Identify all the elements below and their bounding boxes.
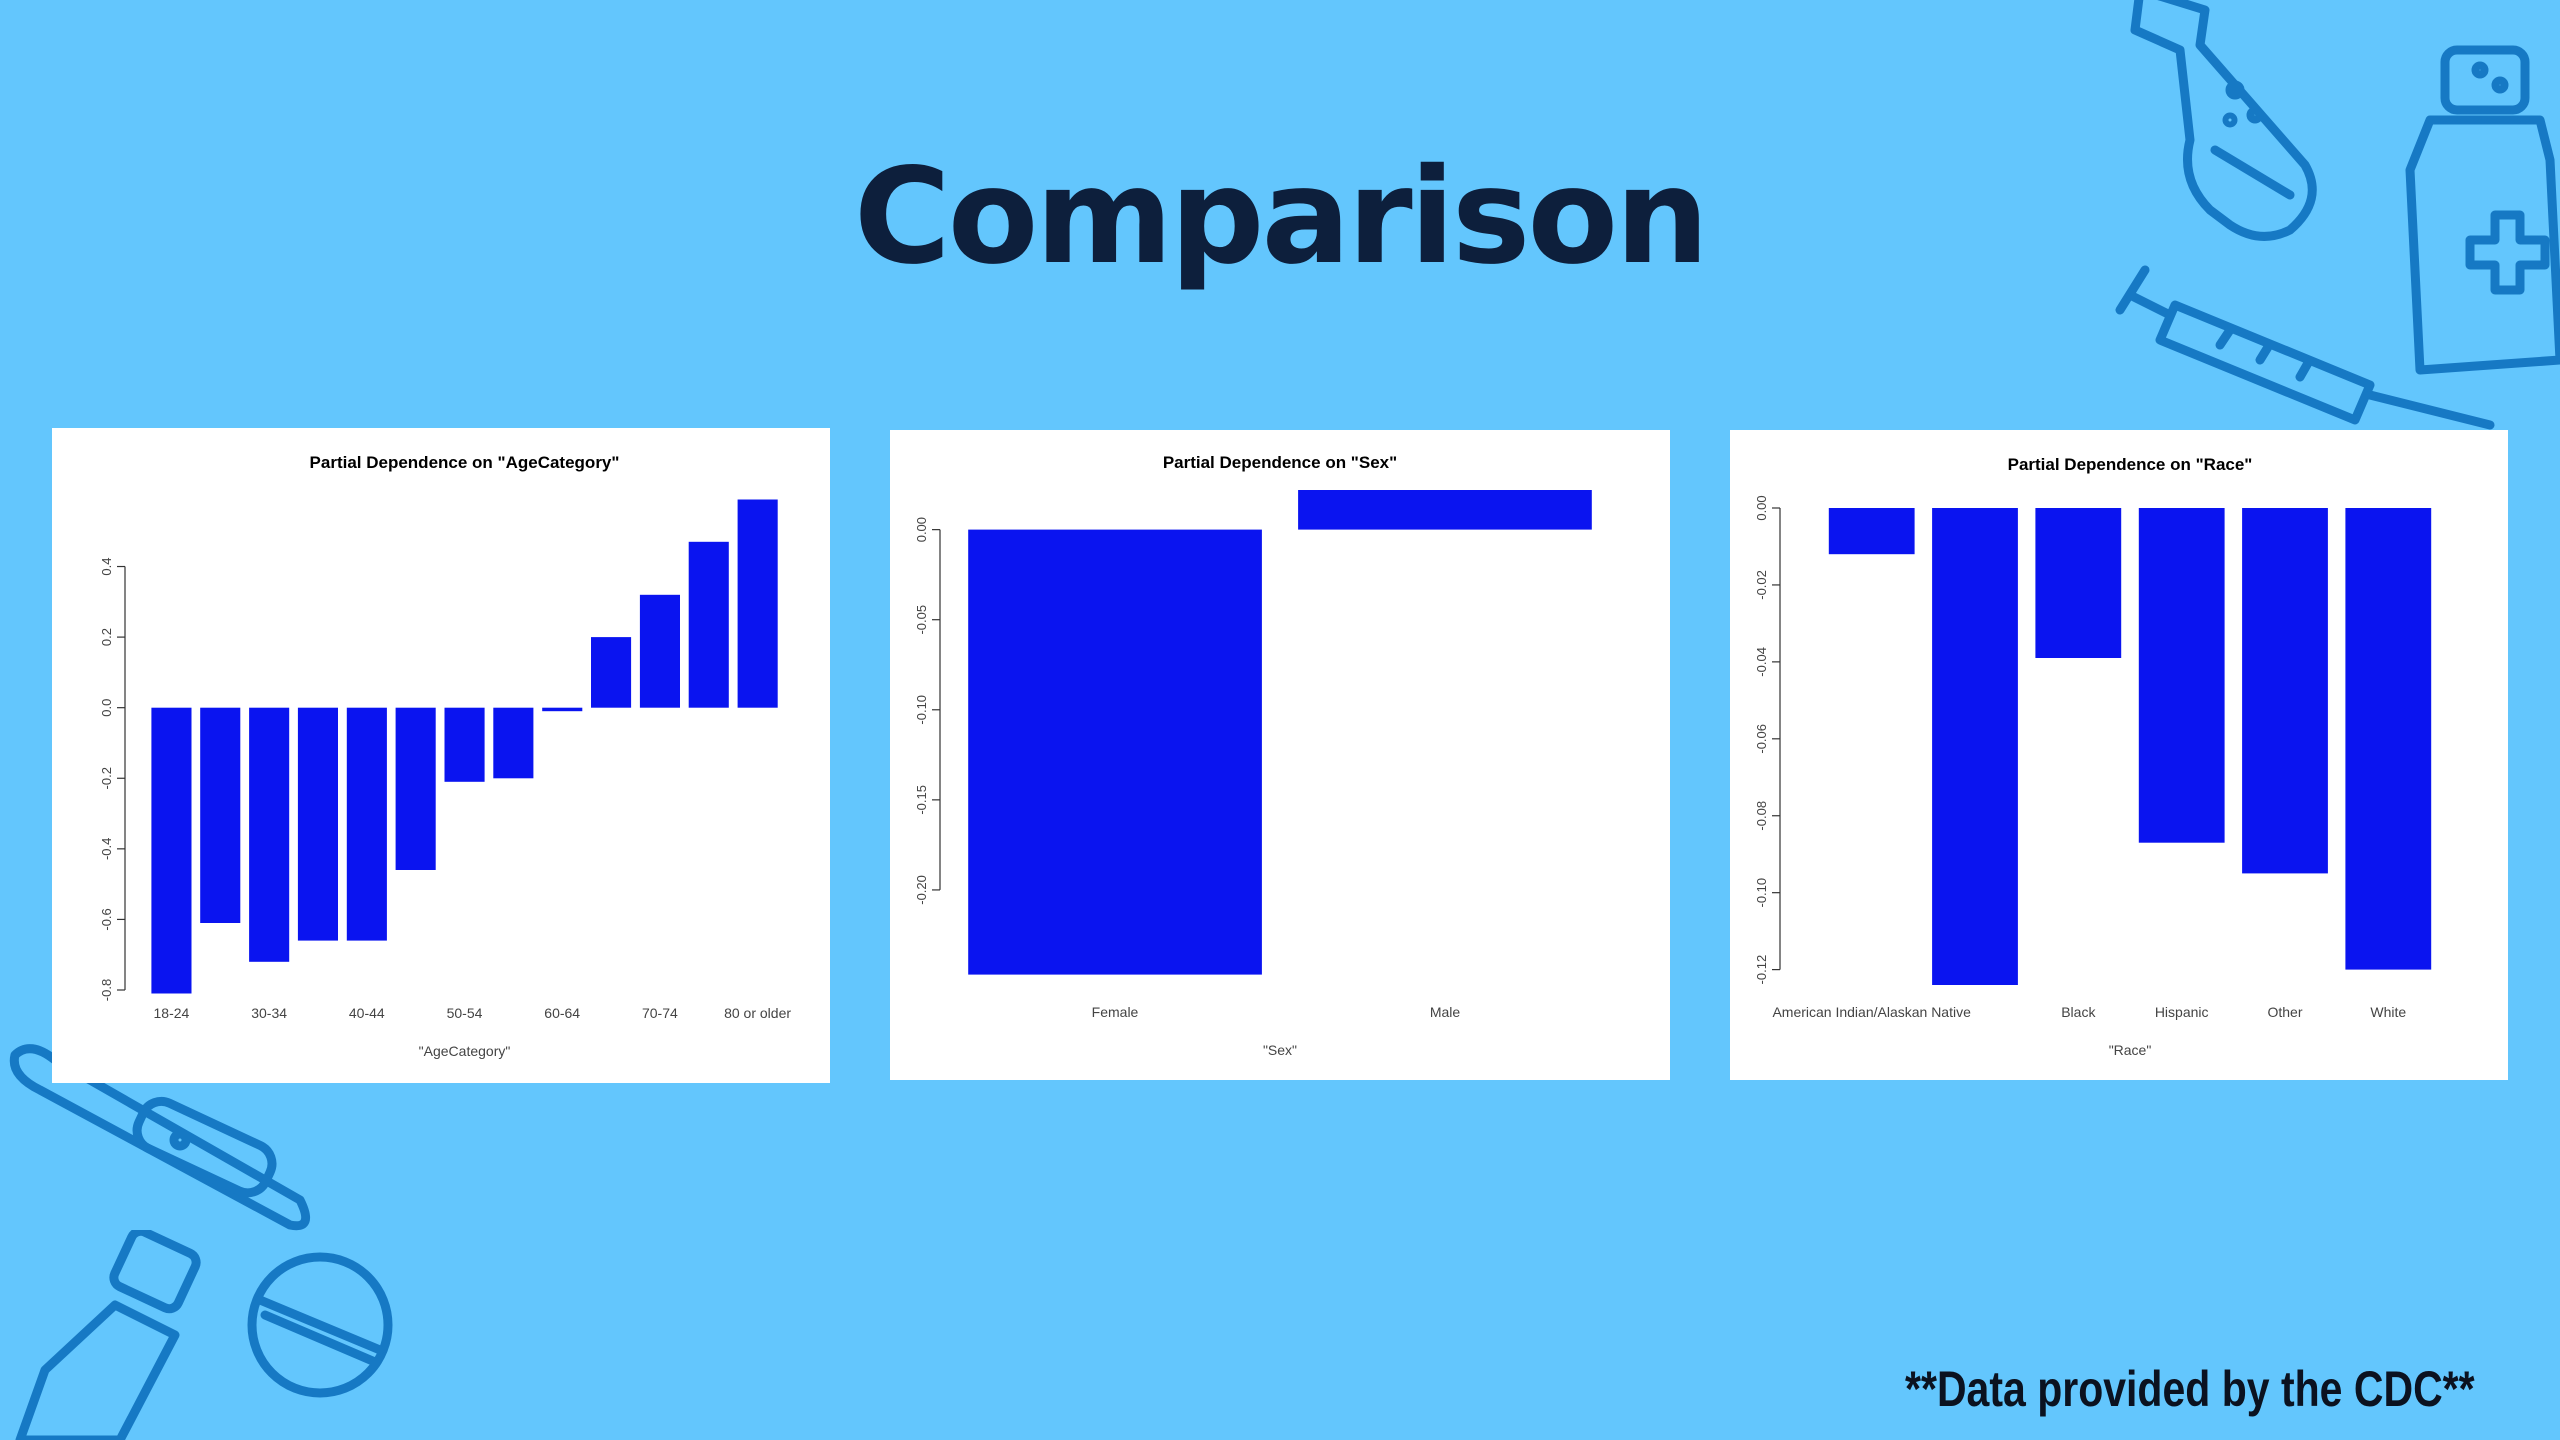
bar (2242, 508, 2328, 874)
bar (2035, 508, 2122, 658)
y-tick-label: 0.00 (1754, 495, 1769, 520)
bar (395, 707, 436, 870)
bar (2345, 508, 2432, 970)
age-chart: Partial Dependence on "AgeCategory" -0.8 -… (99, 453, 791, 1059)
y-tick-label: 0.4 (99, 557, 114, 575)
bar (737, 499, 778, 708)
bar (968, 529, 1262, 975)
x-axis-label: "Sex" (1263, 1042, 1297, 1058)
chart-title: Partial Dependence on "Sex" (1163, 453, 1397, 472)
bar (200, 707, 241, 923)
y-tick-label: 0.0 (99, 699, 114, 717)
y-tick-label: -0.06 (1754, 724, 1769, 754)
x-tick-label: 80 or older (724, 1005, 791, 1021)
chart-title: Partial Dependence on "AgeCategory" (310, 453, 620, 472)
y-tick-label: -0.10 (1754, 878, 1769, 908)
y-tick-label: -0.20 (914, 875, 929, 905)
chart-title: Partial Dependence on "Race" (2008, 455, 2253, 474)
bar (1828, 508, 1915, 555)
x-tick-label: 60-64 (544, 1005, 580, 1021)
x-tick-label: Other (2267, 1004, 2302, 1020)
x-tick-label: Hispanic (2155, 1004, 2209, 1020)
race-chart: Partial Dependence on "Race" -0.12 -0.10 -0… (1754, 455, 2432, 1058)
y-tick-label: -0.04 (1754, 647, 1769, 677)
bar (151, 707, 192, 994)
bar (1932, 508, 2018, 985)
bar (639, 594, 680, 708)
bar (591, 637, 632, 708)
x-tick-label: Male (1430, 1004, 1461, 1020)
x-axis-label: "AgeCategory" (419, 1043, 511, 1059)
x-axis-label: "Race" (2109, 1042, 2152, 1058)
bar (542, 707, 583, 712)
x-tick-label: 70-74 (642, 1005, 678, 1021)
data-source-note: **Data provided by the CDC** (1905, 1361, 2475, 1417)
y-tick-label: -0.08 (1754, 801, 1769, 831)
x-tick-label: 30-34 (251, 1005, 287, 1021)
x-tick-label: 50-54 (447, 1005, 483, 1021)
y-tick-label: -0.2 (99, 767, 114, 789)
pill-bottle-doodle-icon (0, 1230, 220, 1440)
pill-doodle-icon (235, 1240, 405, 1410)
bar (346, 707, 387, 941)
y-tick-label: -0.4 (99, 838, 114, 860)
y-tick-label: -0.15 (914, 785, 929, 815)
x-tick-label: Female (1092, 1004, 1139, 1020)
bar (444, 707, 485, 782)
y-tick-label: -0.05 (914, 605, 929, 635)
bar (297, 707, 338, 941)
age-chart-panel: Partial Dependence on "AgeCategory" -0.8 -… (52, 428, 830, 1083)
y-tick-label: -0.8 (99, 979, 114, 1001)
x-tick-label: Black (2061, 1004, 2096, 1020)
bar (688, 541, 729, 708)
bar (1298, 490, 1592, 530)
x-tick-label: White (2370, 1004, 2406, 1020)
bar (249, 707, 290, 962)
y-tick-label: -0.12 (1754, 955, 1769, 985)
y-tick-label: -0.02 (1754, 570, 1769, 600)
y-tick-label: -0.6 (99, 908, 114, 930)
slide-title: Comparison (853, 140, 1709, 294)
bar (493, 707, 534, 779)
bar (2138, 508, 2225, 843)
x-tick-label: 18-24 (154, 1005, 190, 1021)
y-tick-label: 0.00 (914, 517, 929, 542)
sex-chart-panel: Partial Dependence on "Sex" -0.20 -0.15 -0.… (890, 430, 1670, 1080)
sex-chart: Partial Dependence on "Sex" -0.20 -0.15 -0.… (914, 453, 1592, 1058)
x-tick-label: American Indian/Alaskan Native (1772, 1004, 1971, 1020)
x-tick-label: 40-44 (349, 1005, 385, 1021)
y-tick-label: 0.2 (99, 628, 114, 646)
race-chart-panel: Partial Dependence on "Race" -0.12 -0.10 -0… (1730, 430, 2508, 1080)
y-tick-label: -0.10 (914, 695, 929, 725)
